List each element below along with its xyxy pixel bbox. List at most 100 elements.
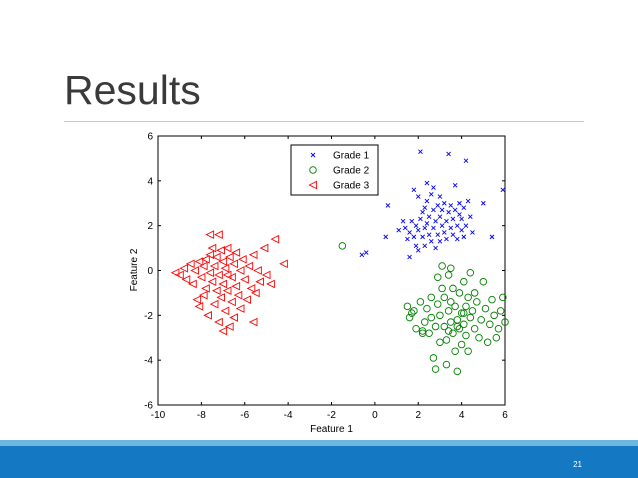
data-point bbox=[185, 259, 195, 269]
data-point bbox=[220, 306, 230, 316]
x-tick-label: 4 bbox=[459, 410, 465, 421]
data-point bbox=[248, 317, 258, 327]
data-point bbox=[428, 239, 434, 244]
data-point bbox=[442, 336, 451, 344]
data-point bbox=[214, 317, 223, 327]
data-point bbox=[470, 230, 475, 235]
data-point bbox=[425, 329, 433, 338]
legend-marker bbox=[308, 180, 318, 190]
x-tick-label: 6 bbox=[502, 410, 508, 421]
data-point bbox=[250, 288, 260, 298]
legend-box bbox=[290, 144, 379, 196]
data-point bbox=[194, 257, 204, 266]
x-tick-label: 0 bbox=[372, 410, 378, 421]
data-point bbox=[457, 200, 462, 206]
data-point bbox=[218, 279, 228, 289]
data-point bbox=[418, 216, 423, 222]
data-point bbox=[473, 298, 481, 306]
data-point bbox=[420, 234, 425, 240]
data-point bbox=[466, 268, 475, 277]
data-point bbox=[227, 297, 236, 307]
data-point bbox=[436, 311, 444, 320]
data-point bbox=[411, 234, 417, 240]
data-point bbox=[222, 286, 232, 296]
data-point bbox=[246, 284, 256, 293]
data-point bbox=[486, 320, 494, 329]
data-point bbox=[460, 320, 468, 329]
data-point bbox=[438, 262, 446, 270]
data-point bbox=[480, 200, 486, 206]
data-point bbox=[449, 284, 457, 293]
data-point bbox=[431, 185, 436, 190]
data-point bbox=[455, 289, 464, 297]
data-point bbox=[492, 334, 501, 342]
data-point bbox=[248, 250, 258, 260]
data-point bbox=[198, 261, 208, 271]
data-point bbox=[407, 254, 412, 260]
data-point bbox=[409, 218, 415, 224]
data-point bbox=[242, 295, 251, 304]
data-point bbox=[483, 338, 492, 346]
data-point bbox=[203, 311, 212, 320]
data-point bbox=[431, 225, 436, 231]
data-point bbox=[415, 194, 421, 199]
data-point bbox=[462, 331, 470, 340]
data-point bbox=[440, 322, 449, 331]
legend-marker bbox=[309, 166, 317, 174]
data-marks bbox=[170, 149, 509, 376]
data-point bbox=[464, 293, 472, 302]
data-point bbox=[222, 243, 232, 253]
data-point bbox=[170, 268, 180, 278]
data-point bbox=[449, 329, 457, 338]
data-point bbox=[407, 309, 416, 317]
data-point bbox=[407, 230, 412, 235]
data-point bbox=[244, 261, 254, 271]
data-point bbox=[496, 307, 505, 315]
data-point bbox=[253, 266, 262, 275]
data-point bbox=[214, 270, 223, 280]
data-point bbox=[452, 182, 458, 188]
data-point bbox=[446, 151, 451, 157]
data-point bbox=[205, 230, 215, 239]
data-point bbox=[475, 334, 483, 342]
data-point bbox=[229, 259, 238, 269]
data-point bbox=[462, 302, 470, 311]
data-point bbox=[460, 277, 468, 286]
data-point bbox=[436, 338, 444, 346]
legend-entries: Grade 1 Grade 2 Grade 3 bbox=[308, 151, 370, 192]
data-point bbox=[218, 257, 228, 266]
data-point bbox=[418, 149, 423, 155]
y-axis-label: Feature 2 bbox=[129, 248, 140, 291]
data-point bbox=[359, 252, 365, 258]
data-point bbox=[457, 212, 462, 217]
data-point bbox=[457, 340, 466, 349]
data-point bbox=[421, 318, 429, 326]
data-point bbox=[188, 279, 197, 289]
y-tick-label: 4 bbox=[147, 176, 153, 187]
data-point bbox=[338, 242, 347, 250]
data-point bbox=[209, 299, 219, 309]
data-point bbox=[211, 286, 221, 296]
y-tick-label: -6 bbox=[144, 401, 153, 412]
series-grade-3 bbox=[170, 230, 288, 336]
data-point bbox=[464, 347, 472, 355]
data-point bbox=[442, 360, 451, 369]
data-point bbox=[494, 325, 503, 333]
data-point bbox=[439, 207, 445, 213]
data-point bbox=[463, 223, 469, 228]
data-point bbox=[413, 223, 419, 228]
y-tick-label: -2 bbox=[144, 311, 153, 322]
data-point bbox=[490, 311, 498, 320]
data-point bbox=[418, 327, 427, 335]
data-point bbox=[415, 248, 421, 253]
data-point bbox=[383, 234, 389, 240]
series-grade-2 bbox=[338, 242, 509, 376]
data-point bbox=[224, 252, 234, 262]
data-point bbox=[447, 318, 455, 326]
data-point bbox=[231, 248, 241, 257]
scatter-chart: -10 -8 -6 -4 -2 0 2 4 6 -6 -4 -2 0 2 4 6 Feature 1 Fea… bbox=[129, 132, 509, 435]
data-point bbox=[209, 261, 219, 271]
legend-label: Grade 3 bbox=[333, 181, 370, 192]
data-point bbox=[459, 227, 464, 233]
data-point bbox=[446, 209, 451, 215]
